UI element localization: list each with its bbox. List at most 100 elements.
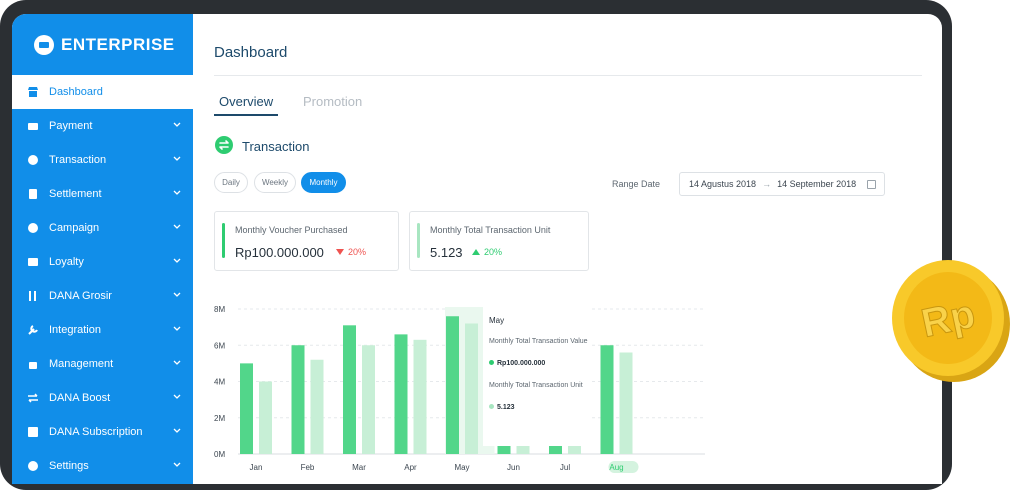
- bar: [291, 345, 305, 454]
- chevron-down-icon: [173, 394, 181, 399]
- sidebar-item-management[interactable]: Management: [12, 347, 193, 381]
- main-content: Dashboard Overview Promotion Transaction…: [193, 14, 942, 484]
- x-tick-label: Jan: [250, 463, 263, 472]
- chevron-down-icon: [173, 224, 181, 229]
- bar: [549, 444, 562, 454]
- arrow-down-icon: [336, 249, 344, 255]
- filter-weekly[interactable]: Weekly: [254, 172, 296, 193]
- tooltip-label-unit: Monthly Total Transaction Unit: [489, 382, 583, 389]
- range-start: 14 Agustus 2018: [689, 179, 757, 189]
- chart-tooltip: May Monthly Total Transaction Value Rp10…: [483, 306, 591, 446]
- tooltip-month: May: [489, 316, 505, 325]
- brand-name: ENTERPRISE: [61, 34, 175, 54]
- transaction-chart: 0M 2M 4M 6M 8M Jan Feb Mar Apr May Jun Jul Aug: [214, 305, 705, 473]
- sidebar-item-label: DANA Grosir: [49, 290, 112, 302]
- sidebar-item-campaign[interactable]: Campaign: [12, 211, 193, 245]
- sidebar-item-dana-grosir[interactable]: DANA Grosir: [12, 279, 193, 313]
- tooltip-unit: 5.123: [489, 404, 515, 411]
- sidebar-item-transaction[interactable]: Transaction: [12, 143, 193, 177]
- bar: [343, 325, 356, 454]
- card-value: Rp100.000.000: [235, 245, 324, 260]
- sidebar-item-settlement[interactable]: Settlement: [12, 177, 193, 211]
- bag-icon: [27, 358, 39, 370]
- filter-monthly[interactable]: Monthly: [301, 172, 346, 193]
- sidebar-item-dana-boost[interactable]: DANA Boost: [12, 381, 193, 415]
- card-change: 20%: [472, 247, 502, 257]
- tab-overview[interactable]: Overview: [219, 94, 274, 109]
- tab-promotion[interactable]: Promotion: [303, 94, 363, 109]
- chevron-down-icon: [173, 462, 181, 467]
- x-tick-label: Mar: [352, 463, 366, 472]
- sidebar-item-label: Management: [49, 358, 114, 370]
- sidebar-nav: Dashboard Payment Transaction Settlement Cam…: [12, 75, 193, 483]
- header-divider: [214, 75, 922, 76]
- sidebar-item-label: Campaign: [49, 222, 100, 234]
- y-tick-label: 0M: [214, 450, 225, 459]
- sidebar-item-integration[interactable]: Integration: [12, 313, 193, 347]
- y-tick-label: 8M: [214, 305, 225, 314]
- range-end: 14 September 2018: [777, 179, 857, 189]
- bar: [619, 352, 633, 454]
- sidebar-item-label: DANA Boost: [49, 392, 111, 404]
- sidebar: ENTERPRISE Dashboard Payment Transaction Se…: [12, 14, 193, 484]
- settings-icon: [27, 460, 39, 472]
- range-date-label: Range Date: [612, 179, 661, 189]
- bar: [310, 359, 324, 454]
- bar: [362, 345, 375, 454]
- x-tick-highlight: [608, 461, 639, 473]
- sidebar-item-label: Settings: [49, 460, 89, 472]
- bar: [240, 363, 253, 454]
- card-change: 20%: [336, 247, 366, 257]
- sidebar-item-label: Settlement: [49, 188, 102, 200]
- sidebar-item-loyalty[interactable]: Loyalty: [12, 245, 193, 279]
- payment-icon: [27, 120, 39, 132]
- svg-text:Rp: Rp: [918, 292, 979, 346]
- transaction-icon: [27, 154, 39, 166]
- chevron-down-icon: [173, 258, 181, 263]
- subscription-icon: [27, 426, 39, 438]
- wallet-icon: [34, 34, 54, 55]
- sidebar-item-payment[interactable]: Payment: [12, 109, 193, 143]
- card-label: Monthly Total Transaction Unit: [430, 225, 551, 235]
- chevron-down-icon: [173, 292, 181, 297]
- chevron-down-icon: [173, 326, 181, 331]
- sidebar-item-label: Transaction: [49, 154, 107, 166]
- coin-rp-icon: Rp: [892, 260, 1010, 382]
- bar: [446, 316, 459, 454]
- card-accent: [222, 223, 225, 258]
- wrench-icon: [27, 324, 39, 336]
- chevron-down-icon: [173, 122, 181, 127]
- sidebar-item-settings[interactable]: Settings: [12, 449, 193, 483]
- active-tab-indicator: [214, 114, 278, 116]
- section-title: Transaction: [242, 139, 310, 154]
- bar: [600, 345, 614, 454]
- bar: [568, 444, 581, 454]
- date-range-picker[interactable]: 14 Agustus 2018 → 14 September 2018: [679, 172, 885, 196]
- exchange-icon: [27, 392, 39, 404]
- document-icon: [27, 188, 39, 200]
- chevron-down-icon: [173, 360, 181, 365]
- fork-knife-icon: [27, 290, 39, 302]
- card-value: 5.123: [430, 245, 463, 260]
- card-accent: [417, 223, 420, 258]
- sidebar-item-label: Dashboard: [49, 86, 103, 98]
- bar: [259, 381, 272, 454]
- chevron-down-icon: [173, 428, 181, 433]
- metric-card-voucher: Monthly Voucher Purchased Rp100.000.000 …: [214, 211, 399, 271]
- sidebar-item-dashboard[interactable]: Dashboard: [12, 75, 193, 109]
- gear-badge-icon: [27, 222, 39, 234]
- filter-daily[interactable]: Daily: [214, 172, 248, 193]
- page-title: Dashboard: [214, 44, 288, 61]
- y-tick-label: 4M: [214, 378, 225, 387]
- calendar-icon: [867, 180, 876, 189]
- brand-logo[interactable]: ENTERPRISE: [12, 14, 193, 75]
- x-tick-label: Feb: [301, 463, 315, 472]
- bar: [465, 323, 478, 454]
- range-arrow: →: [762, 179, 772, 189]
- sidebar-item-dana-subscription[interactable]: DANA Subscription: [12, 415, 193, 449]
- x-tick-label: Aug: [609, 463, 623, 472]
- app-screen: ENTERPRISE Dashboard Payment Transaction Se…: [12, 14, 942, 484]
- x-tick-label: Jul: [560, 463, 570, 472]
- bar: [413, 339, 427, 454]
- card-icon: [27, 256, 39, 268]
